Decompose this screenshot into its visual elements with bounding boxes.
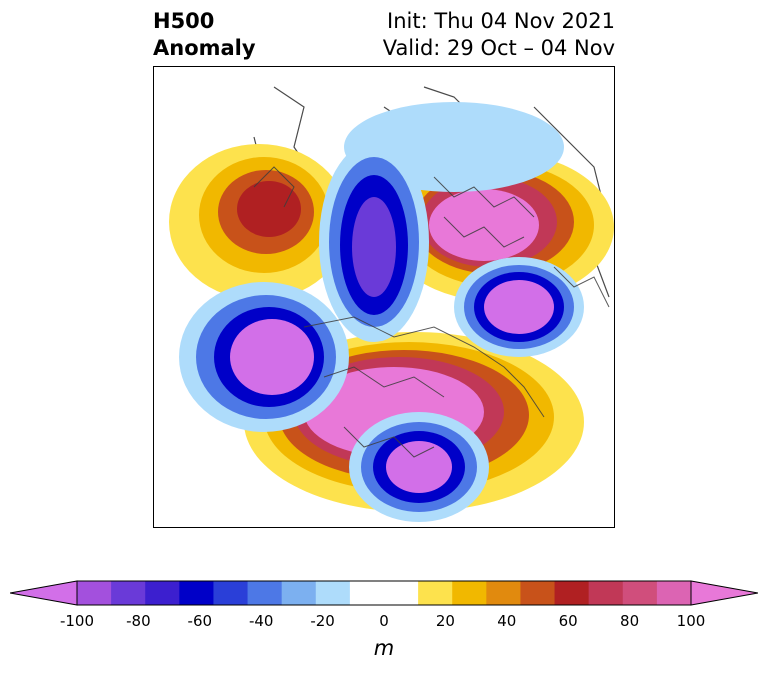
- colorbar: [10, 580, 758, 606]
- colorbar-segment: [418, 581, 453, 605]
- colorbar-segment: [179, 581, 214, 605]
- colorbar-tick-label: -40: [248, 612, 274, 630]
- colorbar-segment: [520, 581, 556, 605]
- colorbar-segment: [554, 581, 590, 605]
- colorbar-segment: [486, 581, 521, 605]
- colorbar-segment: [111, 581, 146, 605]
- negative-anomalies: [179, 102, 584, 522]
- colorbar-segment: [384, 581, 419, 605]
- colorbar-tick-label: -20: [310, 612, 335, 630]
- colorbar-extend-left: [10, 580, 78, 606]
- colorbar-segment: [349, 581, 385, 605]
- colorbar-ticks: -100 -80 -60 -40 -20 0 20 40 60 80 100: [0, 612, 768, 634]
- colorbar-tick-label: 20: [435, 612, 455, 630]
- colorbar-segment: [281, 581, 317, 605]
- colorbar-tick-label: -60: [187, 612, 213, 630]
- colorbar-segment: [315, 581, 351, 605]
- title-left: H500 Anomaly: [153, 8, 256, 62]
- colorbar-tick-label: 80: [620, 612, 640, 630]
- colorbar-segment: [213, 581, 249, 605]
- init-time: Init: Thu 04 Nov 2021: [387, 9, 615, 33]
- colorbar-segment: [247, 581, 283, 605]
- colorbar-segment: [77, 581, 112, 605]
- colorbar-segment: [622, 581, 658, 605]
- colorbar-tick-label: -100: [59, 612, 95, 630]
- colorbar-tick-label: 60: [558, 612, 578, 630]
- colorbar-tick-label: 0: [379, 612, 389, 630]
- colorbar-tick-label: 100: [676, 612, 706, 630]
- colorbar-tick-label: 40: [497, 612, 517, 630]
- title-variable: H500: [153, 9, 215, 33]
- colorbar-segment: [145, 581, 180, 605]
- title-field: Anomaly: [153, 36, 256, 60]
- boundaries: [253, 166, 610, 458]
- colorbar-segment: [452, 581, 487, 605]
- valid-range: Valid: 29 Oct – 04 Nov: [382, 36, 615, 60]
- colorbar-segment: [656, 581, 692, 605]
- colorbar-segment: [588, 581, 624, 605]
- colorbar-extend-right: [690, 580, 758, 606]
- map-panel: [153, 66, 615, 528]
- colorbar-tick-label: -80: [126, 612, 151, 630]
- colorbar-segments: [77, 581, 692, 605]
- colorbar-outline: [76, 580, 692, 606]
- title-right: Init: Thu 04 Nov 2021 Valid: 29 Oct – 04…: [383, 8, 615, 62]
- anomaly-map: [169, 86, 614, 522]
- colorbar-units: m: [373, 636, 395, 660]
